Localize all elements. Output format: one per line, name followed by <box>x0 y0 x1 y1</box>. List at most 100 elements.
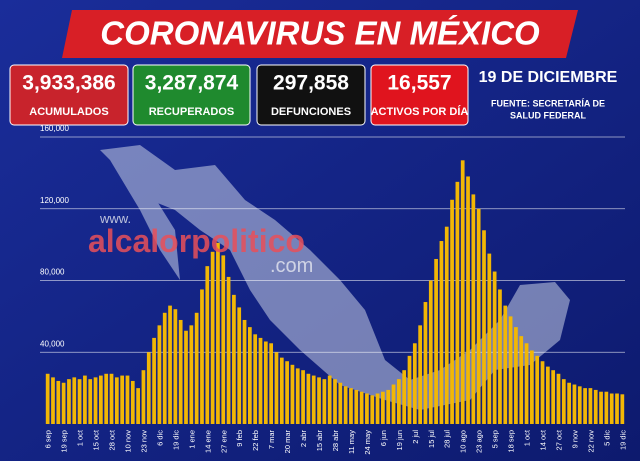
title: CORONAVIRUS EN MÉXICO <box>100 15 540 52</box>
bar <box>136 388 140 424</box>
bar <box>258 337 263 424</box>
bar <box>311 375 316 424</box>
watermark: www. <box>99 211 131 226</box>
x-tick-label: 19 dic <box>618 430 627 450</box>
x-tick-label: 9 nov <box>570 430 579 449</box>
bar <box>285 361 289 424</box>
bar <box>322 379 327 424</box>
bar <box>412 343 417 424</box>
bar <box>301 370 305 424</box>
bar <box>487 253 492 424</box>
bar <box>476 208 481 424</box>
bar <box>503 305 508 424</box>
stat-box <box>9 64 129 126</box>
bar <box>567 382 571 424</box>
bar <box>178 319 183 424</box>
bar <box>200 289 204 424</box>
source: FUENTE: SECRETARÍA DE <box>491 98 605 108</box>
bar <box>354 389 359 424</box>
x-tick-label: 10 nov <box>123 430 132 453</box>
bar <box>72 377 77 424</box>
bar <box>114 377 119 424</box>
bar <box>141 370 146 424</box>
bar <box>45 373 50 424</box>
bar <box>402 370 407 424</box>
bar <box>343 386 348 424</box>
source: SALUD FEDERAL <box>510 110 587 120</box>
bar <box>194 312 199 424</box>
x-tick-label: 6 sep <box>44 430 53 448</box>
x-tick-label: 22 feb <box>251 430 260 451</box>
stat-label: ACUMULADOS <box>29 106 108 118</box>
bar <box>99 375 103 424</box>
bar <box>609 393 614 424</box>
bar <box>210 251 215 424</box>
stat-box <box>256 64 366 126</box>
x-tick-label: 19 jun <box>395 430 404 450</box>
x-tick-label: 1 ene <box>187 430 196 449</box>
bar <box>514 327 518 424</box>
bar <box>242 319 247 424</box>
bar <box>418 325 422 424</box>
bar <box>290 364 295 424</box>
bar <box>51 377 55 424</box>
bar <box>109 373 114 424</box>
y-tick-label: 80,000 <box>40 268 65 277</box>
bar <box>93 377 98 424</box>
bar <box>428 280 433 424</box>
x-tick-label: 1 oct <box>523 429 532 446</box>
x-tick-label: 24 may <box>363 430 372 455</box>
date: 19 DE DICIEMBRE <box>479 69 618 86</box>
x-tick-label: 27 ene <box>219 430 228 453</box>
bar <box>620 394 625 424</box>
bar <box>306 373 311 424</box>
bar <box>274 352 279 424</box>
x-tick-label: 10 ago <box>459 430 468 453</box>
bar <box>588 388 593 424</box>
x-tick-label: 19 dic <box>171 430 180 450</box>
map-silhouette <box>100 145 570 410</box>
bar <box>439 241 444 424</box>
x-tick-label: 23 nov <box>139 430 148 453</box>
bar <box>317 377 321 424</box>
bar <box>56 380 61 424</box>
bar <box>444 226 449 424</box>
bar <box>226 276 231 424</box>
bar <box>593 389 598 424</box>
bar <box>572 384 577 424</box>
x-tick-label: 5 sep <box>491 430 500 448</box>
bar <box>375 393 380 424</box>
bar <box>498 289 502 424</box>
bar <box>104 373 109 424</box>
bar <box>455 181 460 424</box>
bar <box>551 370 556 424</box>
x-tick-label: 28 abr <box>331 430 340 452</box>
bar <box>492 271 497 424</box>
bar <box>530 350 534 424</box>
x-tick-label: 22 nov <box>586 430 595 453</box>
bar <box>327 375 332 424</box>
bar <box>263 341 268 424</box>
bar <box>519 336 524 424</box>
bar <box>146 352 151 424</box>
bar <box>545 366 550 424</box>
bar <box>216 242 220 424</box>
bar <box>248 327 252 424</box>
bar <box>130 380 135 424</box>
x-tick-label: 14 ene <box>203 430 212 453</box>
bar <box>349 388 353 424</box>
stat-value: 3,287,874 <box>145 72 239 95</box>
bar <box>237 307 242 424</box>
bar <box>540 361 545 424</box>
x-tick-label: 6 jun <box>379 430 388 446</box>
stat-value: 297,858 <box>273 72 349 95</box>
bar <box>173 309 178 424</box>
bar <box>333 379 337 424</box>
x-tick-label: 6 dic <box>155 430 164 446</box>
bar <box>338 382 343 424</box>
stat-value: 3,933,386 <box>22 72 115 95</box>
x-tick-label: 11 may <box>347 430 356 454</box>
bar <box>460 160 465 424</box>
bar <box>604 391 609 424</box>
